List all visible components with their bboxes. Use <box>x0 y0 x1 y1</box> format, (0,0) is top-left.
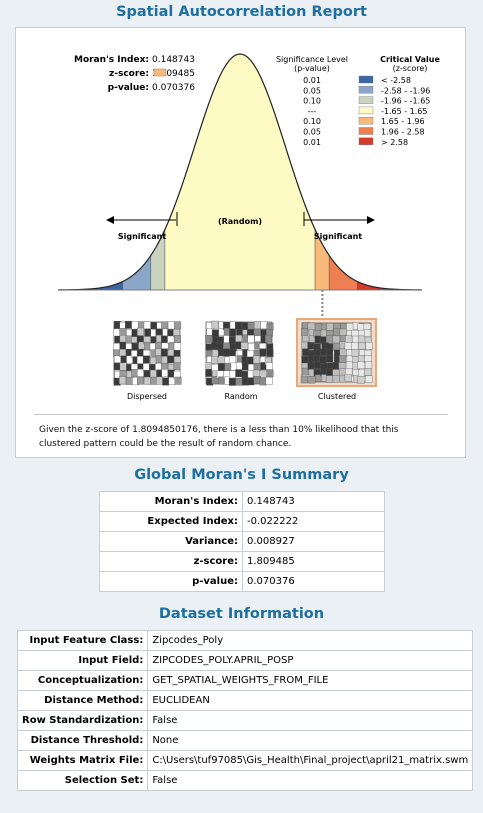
summary-label: Moran's Index: <box>99 491 243 512</box>
legend-crit-subheader: (z-score) <box>393 64 428 73</box>
stats-p-label: p-value: <box>108 83 149 93</box>
summary-row: Expected Index: -0.022222 <box>99 511 385 532</box>
summary-value: 0.148743 <box>242 491 385 512</box>
legend-crit-header: Critical Value <box>380 55 440 64</box>
stats-morans-label: Moran's Index: <box>74 55 149 65</box>
zone-label-right: Significant <box>314 232 362 241</box>
summary-value: -0.022222 <box>242 511 385 532</box>
dataset-row: Input Feature Class: Zipcodes_Poly <box>16 630 474 651</box>
stats-z-label: z-score: <box>109 69 149 79</box>
legend-p-value: 0.10 <box>303 97 321 106</box>
dataset-row: Selection Set: False <box>16 770 474 791</box>
summary-value: 1.809485 <box>242 551 385 572</box>
report-caption: Given the z-score of 1.8094850176, there… <box>39 425 399 449</box>
legend-swatch <box>358 137 374 146</box>
legend-z-range: 1.65 - 1.96 <box>381 117 425 126</box>
legend-z-range: < -2.58 <box>381 76 411 85</box>
legend-z-range: -1.96 - -1.65 <box>381 97 430 106</box>
pattern-label-dispersed: Dispersed <box>127 392 167 401</box>
summary-value: 0.008927 <box>242 531 385 552</box>
stats-p-value: 0.070376 <box>152 83 195 93</box>
dataset-row: Distance Threshold: None <box>16 730 474 751</box>
dataset-label: Input Feature Class: <box>16 630 149 651</box>
dataset-row: Distance Method: EUCLIDEAN <box>16 690 474 711</box>
dataset-label: Distance Threshold: <box>16 730 149 751</box>
legend-p-value: 0.05 <box>303 86 321 95</box>
summary-label: p-value: <box>99 571 243 592</box>
pattern-clustered-map <box>296 318 377 387</box>
zone-label-left: Significant <box>118 232 166 241</box>
legend-p-value: 0.05 <box>303 128 321 137</box>
summary-row: p-value: 0.070376 <box>99 571 385 592</box>
pattern-dispersed-map <box>113 320 182 386</box>
legend-swatch <box>358 106 374 115</box>
legend-sig-subheader: (p-value) <box>294 64 330 73</box>
dataset-label: Selection Set: <box>16 770 149 791</box>
stats-morans-value: 0.148743 <box>152 55 195 65</box>
dataset-value: False <box>147 770 474 791</box>
right-arrow-icon <box>367 216 375 224</box>
dataset-label: Weights Matrix File: <box>16 750 149 771</box>
summary-label: z-score: <box>99 551 243 572</box>
dataset-value: Zipcodes_Poly <box>147 630 474 651</box>
legend-z-range: 1.96 - 2.58 <box>381 128 425 137</box>
dataset-label: Distance Method: <box>16 690 149 711</box>
legend-p-value: 0.10 <box>303 117 321 126</box>
legend-rows: 0.01 < -2.58 0.05 -2.58 - -1.96 0.10 -1.96 - … <box>303 75 430 147</box>
report-graphic: Moran's Index: 0.148743 z-score: 1.80948… <box>57 53 440 401</box>
legend-z-range: -1.65 - 1.65 <box>381 107 427 116</box>
summary-table: Moran's Index: 0.148743 Expected Index: -0.… <box>99 491 385 592</box>
pattern-label-clustered: Clustered <box>318 392 356 401</box>
legend-z-range: > 2.58 <box>381 138 408 147</box>
summary-row: Moran's Index: 0.148743 <box>99 491 385 512</box>
legend-swatch <box>358 86 374 94</box>
dataset-table: Input Feature Class: Zipcodes_Poly Input F… <box>16 630 474 791</box>
summary-label: Expected Index: <box>99 511 243 532</box>
report-title: Spatial Autocorrelation Report <box>116 4 367 20</box>
summary-title: Global Moran's I Summary <box>134 467 349 483</box>
pattern-random-map <box>205 320 274 386</box>
report-panel: Moran's Index: 0.148743 z-score: 1.80948… <box>15 27 466 458</box>
dataset-value: False <box>147 710 474 731</box>
legend-z-range: -2.58 - -1.96 <box>381 86 430 95</box>
bell-curve <box>57 53 423 291</box>
dataset-row: Weights Matrix File: C:\Users\tuf97085\Gi… <box>16 750 474 771</box>
left-arrow-icon <box>106 216 114 224</box>
dataset-value: GET_SPATIAL_WEIGHTS_FROM_FILE <box>147 670 474 691</box>
dataset-row: Conceptualization: GET_SPATIAL_WEIGHTS_FR… <box>16 670 474 691</box>
dataset-title: Dataset Information <box>158 606 325 622</box>
summary-row: Variance: 0.008927 <box>99 531 385 552</box>
dataset-row: Row Standardization: False <box>16 710 474 731</box>
dataset-value: ZIPCODES_POLY.APRIL_POSP <box>147 650 474 671</box>
summary-value: 0.070376 <box>242 571 385 592</box>
dataset-value: None <box>147 730 474 751</box>
dataset-value: EUCLIDEAN <box>147 690 474 711</box>
dataset-label: Row Standardization: <box>16 710 149 731</box>
summary-label: Variance: <box>99 531 243 552</box>
legend-sig-header: Significance Level <box>276 55 348 64</box>
curve-outline <box>57 53 423 291</box>
legend-p-value: --- <box>308 107 317 116</box>
caption-divider <box>34 414 448 415</box>
zone-label-center: (Random) <box>218 217 262 226</box>
dataset-row: Input Field: ZIPCODES_POLY.APRIL_POSP <box>16 650 474 671</box>
pattern-label-random: Random <box>224 392 257 401</box>
zscore-color-marker <box>153 68 167 77</box>
legend-swatch <box>358 116 374 125</box>
dataset-label: Input Field: <box>16 650 149 671</box>
legend-p-value: 0.01 <box>303 138 321 147</box>
dataset-label: Conceptualization: <box>16 670 149 691</box>
dataset-value: C:\Users\tuf97085\Gis_Health\Final_proje… <box>147 750 474 771</box>
legend-swatch <box>358 75 374 84</box>
summary-row: z-score: 1.809485 <box>99 551 385 572</box>
legend-swatch <box>358 127 374 135</box>
stats-z-value: 1.809485 <box>152 69 195 79</box>
legend-p-value: 0.01 <box>303 76 321 85</box>
legend-swatch <box>358 96 374 104</box>
